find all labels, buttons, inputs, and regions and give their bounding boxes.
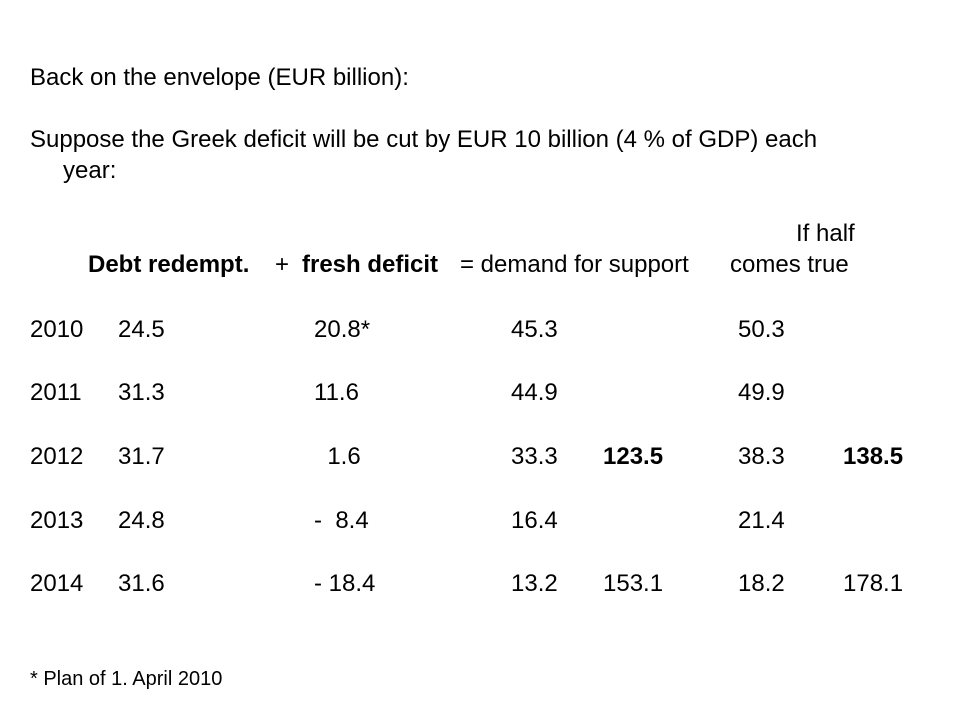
half-cumulative-cell: 178.1 [843, 570, 904, 597]
footnote: * Plan of 1. April 2010 [30, 668, 223, 690]
demand-cell: 33.3 [511, 443, 558, 470]
header-fresh-deficit: fresh deficit [302, 251, 439, 278]
demand-cell: 16.4 [511, 507, 558, 534]
fresh-deficit-cell: - 8.4 [314, 507, 369, 534]
debt-cell: 24.5 [118, 316, 165, 343]
half-cell: 38.3 [738, 443, 785, 470]
fresh-deficit-cell: - 18.4 [314, 570, 376, 597]
debt-cell: 31.3 [118, 379, 165, 406]
cumulative-cell: 153.1 [603, 570, 664, 597]
year-cell: 2012 [30, 443, 84, 470]
header-demand-for-support: = demand for support [460, 251, 689, 278]
debt-cell: 31.6 [118, 570, 165, 597]
header-debt-redemption: Debt redempt. [88, 251, 250, 278]
header-comes-true: comes true [730, 251, 849, 278]
intro-line-3: year: [63, 157, 117, 184]
year-cell: 2013 [30, 507, 84, 534]
demand-cell: 45.3 [511, 316, 558, 343]
year-cell: 2010 [30, 316, 84, 343]
half-cell: 21.4 [738, 507, 785, 534]
half-cell: 49.9 [738, 379, 785, 406]
debt-cell: 31.7 [118, 443, 165, 470]
fresh-deficit-cell: 1.6 [314, 443, 361, 470]
half-cell: 18.2 [738, 570, 785, 597]
cumulative-cell: 123.5 [603, 443, 664, 470]
fresh-deficit-cell: 20.8* [314, 316, 371, 343]
header-if-half: If half [796, 220, 855, 247]
fresh-deficit-cell: 11.6 [314, 379, 359, 406]
debt-cell: 24.8 [118, 507, 165, 534]
demand-cell: 13.2 [511, 570, 558, 597]
half-cumulative-cell: 138.5 [843, 443, 904, 470]
intro-line-1: Back on the envelope (EUR billion): [30, 64, 409, 91]
year-cell: 2014 [30, 570, 84, 597]
intro-line-2: Suppose the Greek deficit will be cut by… [30, 126, 818, 153]
demand-cell: 44.9 [511, 379, 558, 406]
header-plus: + [275, 251, 290, 278]
half-cell: 50.3 [738, 316, 785, 343]
year-cell: 2011 [30, 379, 82, 406]
